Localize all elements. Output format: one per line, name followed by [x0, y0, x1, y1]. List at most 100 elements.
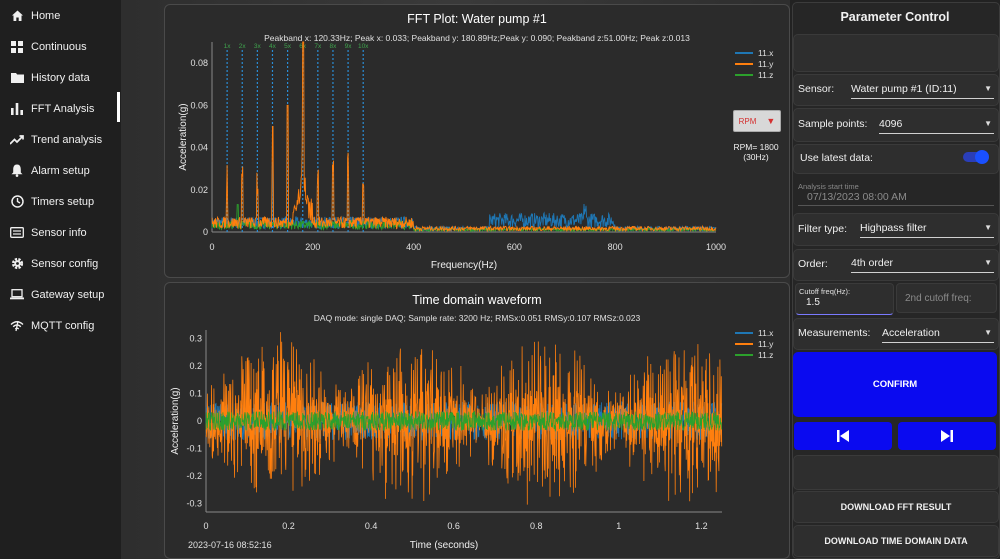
legend-entry-x[interactable]: 11.x — [735, 47, 773, 58]
caret-down-icon: ▼ — [984, 223, 992, 232]
harmonic-marker-label: 1x — [224, 43, 232, 50]
measurement-select[interactable]: Acceleration ▼ — [882, 324, 994, 343]
next-button[interactable] — [898, 422, 996, 450]
y-axis-label: Acceleration(g) — [178, 103, 189, 170]
rpm-button[interactable]: RPM ▼ — [733, 110, 781, 132]
confirm-button[interactable]: CONFIRM — [793, 352, 997, 417]
cutoff-freq-field[interactable]: Cutoff freq(Hz): 1.5 — [795, 283, 894, 315]
legend-swatch — [735, 342, 753, 345]
previous-button[interactable] — [794, 422, 892, 450]
sidebar-item-history-data[interactable]: History data — [0, 62, 121, 93]
sidebar-item-alarm-setup[interactable]: Alarm setup — [0, 155, 121, 186]
caret-down-icon: ▼ — [984, 84, 992, 93]
harmonic-marker-label: 10x — [358, 43, 369, 50]
x-tick-label: 0 — [203, 521, 208, 531]
fft-plot-subtitle: Peakband x: 120.33Hz; Peak x: 0.033; Pea… — [264, 33, 690, 43]
legend-entry-z[interactable]: 11.z — [735, 69, 773, 80]
sensor-label: Sensor: — [798, 83, 835, 95]
legend-label: 11.x — [758, 327, 774, 338]
sidebar-item-fft-analysis[interactable]: FFT Analysis — [0, 93, 121, 124]
filter-row — [793, 213, 999, 246]
x-axis-label: Time (seconds) — [410, 540, 479, 551]
latest-data-toggle[interactable] — [963, 150, 989, 164]
wifi-icon — [9, 318, 25, 334]
legend-entry-y[interactable]: 11.y — [735, 58, 773, 69]
filter-type-select[interactable]: Highpass filter ▼ — [860, 219, 994, 238]
time-chart[interactable]: 0 0.2 0.4 0.6 0.8 1 1.2 0.3 0.2 0.1 0 -0.1 -0.2 -0.3 T… — [164, 282, 788, 557]
sensor-select[interactable]: Water pump #1 (ID:11) ▼ — [851, 80, 994, 99]
sidebar-item-home[interactable]: Home — [0, 0, 121, 31]
sample-points-label: Sample points: — [798, 118, 868, 130]
y-tick-label: 0.02 — [190, 185, 208, 195]
start-time-input[interactable]: 07/13/2023 08:00 AM — [798, 189, 994, 206]
measurement-value: Acceleration — [882, 327, 940, 339]
sidebar-item-label: Home — [31, 9, 61, 22]
download-time-button[interactable]: DOWNLOAD TIME DOMAIN DATA — [793, 525, 999, 557]
sidebar-item-gateway-setup[interactable]: Gateway setup — [0, 279, 121, 310]
sensor-select-value: Water pump #1 (ID:11) — [851, 83, 957, 95]
sidebar-item-label: Sensor info — [31, 226, 87, 239]
rpm-readout: RPM= 1800 (30Hz) — [726, 142, 786, 162]
legend-label: 11.y — [758, 58, 774, 69]
bar-chart-icon — [9, 101, 25, 117]
sidebar-item-sensor-config[interactable]: Sensor config — [0, 248, 121, 279]
sidebar-item-label: Sensor config — [31, 257, 99, 270]
home-icon — [9, 8, 25, 24]
legend-swatch — [735, 73, 753, 76]
harmonic-marker-label: 5x — [284, 43, 292, 50]
x-tick-label: 1000 — [706, 242, 726, 252]
x-tick-label: 600 — [507, 242, 522, 252]
legend-entry-y[interactable]: 11.y — [735, 338, 773, 349]
fft-plot-title: FFT Plot: Water pump #1 — [407, 12, 547, 26]
sidebar-item-timers-setup[interactable]: Timers setup — [0, 186, 121, 217]
legend-swatch — [735, 331, 753, 334]
gear-icon — [9, 256, 25, 272]
legend-entry-x[interactable]: 11.x — [735, 327, 773, 338]
sample-points-row — [793, 108, 999, 142]
harmonic-marker-label: 8x — [330, 43, 338, 50]
sidebar-item-continuous[interactable]: Continuous — [0, 31, 121, 62]
y-tick-label: -0.3 — [186, 499, 202, 509]
harmonic-marker-label: 2x — [239, 43, 247, 50]
laptop-icon — [9, 287, 25, 303]
order-select[interactable]: 4th order ▼ — [851, 254, 994, 273]
order-label: Order: — [798, 258, 828, 270]
y-tick-label: -0.2 — [186, 471, 202, 481]
caret-down-icon: ▼ — [984, 258, 992, 267]
parameter-spacer — [793, 34, 999, 72]
cutoff-freq-label: Cutoff freq(Hz): — [799, 287, 851, 296]
sidebar-item-mqtt-config[interactable]: MQTT config — [0, 310, 121, 341]
caret-down-icon: ▼ — [984, 328, 992, 337]
measurement-label: Measurements: — [798, 327, 871, 339]
sidebar-item-trend-analysis[interactable]: Trend analysis — [0, 124, 121, 155]
skip-next-icon — [941, 430, 953, 442]
rpm-button-label: RPM — [738, 116, 757, 126]
active-nav-indicator — [117, 92, 120, 122]
x-tick-label: 1.2 — [695, 521, 708, 531]
download-fft-button[interactable]: DOWNLOAD FFT RESULT — [793, 491, 999, 523]
sidebar-item-label: MQTT config — [31, 319, 95, 332]
latest-data-label: Use latest data: — [800, 152, 873, 164]
sidebar-item-label: Alarm setup — [31, 164, 90, 177]
fft-chart[interactable]: 0 200 400 600 800 1000 0 0.02 0.04 0.06 0.08 Freque… — [164, 4, 788, 276]
legend-label: 11.x — [758, 47, 774, 58]
grid-icon — [9, 39, 25, 55]
order-value: 4th order — [851, 257, 894, 269]
time-plot-subtitle: DAQ mode: single DAQ; Sample rate: 3200 … — [313, 313, 641, 323]
harmonic-marker-label: 3x — [254, 43, 262, 50]
trend-icon — [9, 132, 25, 148]
rpm-hz: (30Hz) — [743, 152, 769, 162]
sensor-row — [793, 74, 999, 106]
legend-entry-z[interactable]: 11.z — [735, 349, 773, 360]
x-tick-label: 0.4 — [365, 521, 378, 531]
x-axis-label: Frequency(Hz) — [431, 260, 497, 271]
time-timestamp: 2023-07-16 08:52:16 — [188, 540, 272, 550]
sample-points-select[interactable]: 4096 ▼ — [879, 115, 994, 134]
second-cutoff-freq-field[interactable]: 2nd cutoff freq: — [896, 283, 997, 313]
sidebar-item-sensor-info[interactable]: Sensor info — [0, 217, 121, 248]
caret-down-icon: ▼ — [766, 116, 776, 126]
y-tick-label: 0 — [197, 416, 202, 426]
legend-swatch — [735, 51, 753, 54]
sidebar-item-label: History data — [31, 71, 90, 84]
y-tick-label: 0.1 — [189, 388, 202, 398]
